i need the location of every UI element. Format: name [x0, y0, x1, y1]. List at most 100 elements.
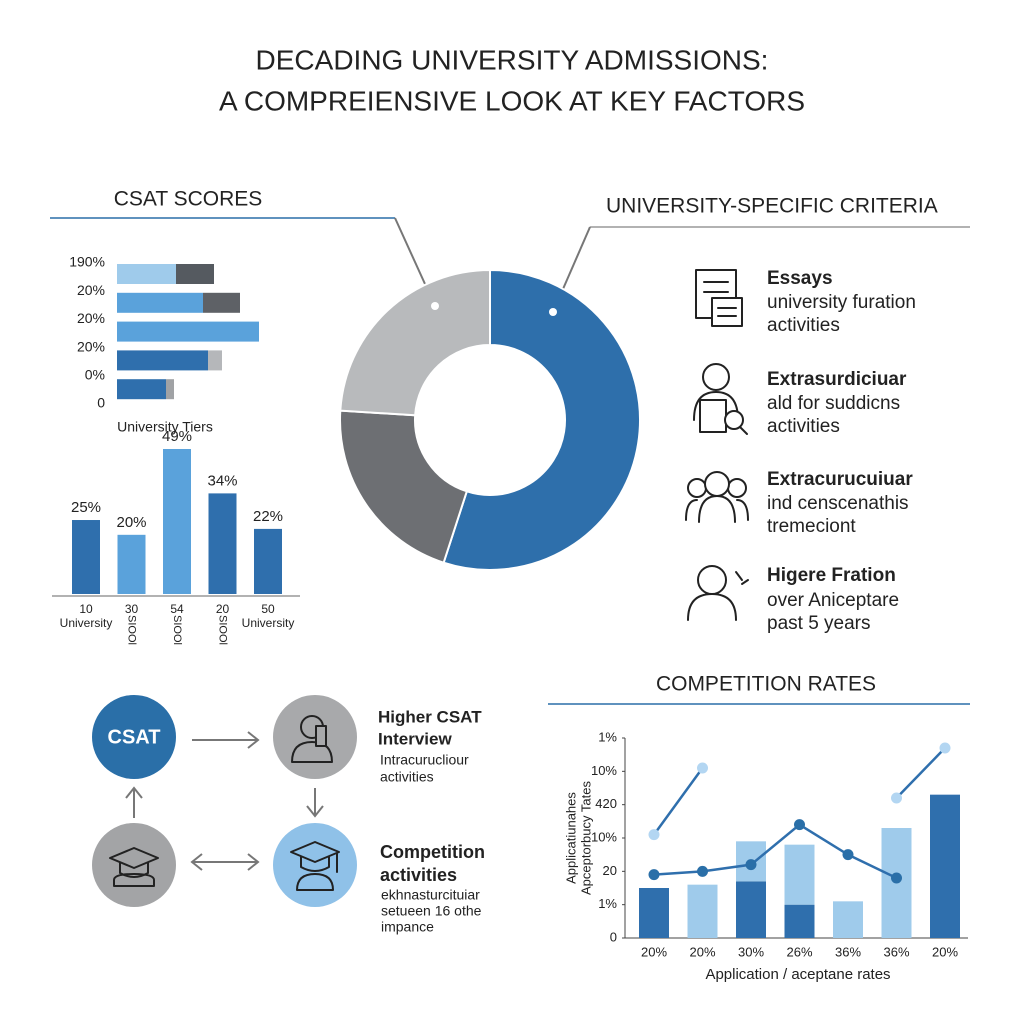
x-tick-sublabel: University — [242, 616, 295, 630]
x-tick-label: 20% — [689, 944, 715, 959]
arrow — [125, 786, 143, 818]
x-tick-label: 54 — [170, 602, 184, 616]
item-text: over Aniceptare — [767, 590, 899, 611]
bar-segment — [176, 264, 214, 284]
y-tick-label: 0% — [85, 367, 105, 383]
title: DECADING UNIVERSITY ADMISSIONS: — [256, 44, 769, 75]
bar-segment — [117, 379, 166, 400]
note-heading: Higher CSAT — [378, 707, 482, 726]
note-heading: Interview — [378, 729, 452, 748]
bar — [208, 493, 237, 594]
x-tick-sublabel: SIOOl — [217, 615, 229, 645]
x-tick-label: 36% — [883, 944, 909, 959]
marker — [648, 869, 660, 881]
icon — [291, 715, 333, 763]
title: A COMPREIENSIVE LOOK AT KEY FACTORS — [219, 85, 805, 116]
bar-segment — [117, 264, 176, 284]
bar-segment — [117, 350, 208, 371]
x-tick-label: 10 — [79, 602, 93, 616]
marker — [939, 742, 951, 754]
dot — [549, 308, 557, 316]
x-axis-label: Application / aceptane rates — [705, 966, 890, 983]
x-tick-label: 36% — [835, 944, 861, 959]
bar — [117, 534, 146, 594]
x-tick-sublabel: SIOOl — [126, 615, 138, 645]
note-text: setueen 16 othe — [381, 903, 482, 919]
chart-title: CSAT SCORES — [114, 188, 263, 211]
bar-segment — [166, 379, 174, 400]
flow-diagram: CSAT Higher CSAT Interview Intracuruclio… — [92, 695, 485, 935]
item-title: Higere Fration — [767, 565, 896, 586]
y-tick-label: 20% — [77, 338, 105, 354]
y-axis-label: Apceptorbucy Tates — [578, 781, 593, 895]
marker — [842, 849, 854, 861]
marker — [697, 762, 708, 774]
y-axis-label: Applicatiunahes — [563, 792, 578, 884]
item-title: Extracurucuiuar — [767, 469, 913, 490]
dot — [431, 302, 439, 310]
item-text: ald for suddicns — [767, 393, 900, 414]
marker — [697, 865, 708, 877]
x-tick-label: 30% — [738, 944, 764, 959]
note-heading: Competition — [380, 842, 485, 862]
item-text: activities — [767, 315, 840, 336]
bar-segment — [117, 321, 259, 342]
item-text: ind censcenathis — [767, 493, 909, 514]
donut-slice — [339, 409, 469, 564]
marker — [891, 792, 902, 804]
y-tick-label: 10% — [591, 829, 617, 844]
icon — [685, 471, 749, 523]
y-tick-label: 420 — [595, 796, 617, 811]
note-heading: activities — [380, 865, 457, 885]
arrow — [192, 731, 260, 749]
bar — [833, 901, 863, 938]
item-title: Essays — [767, 268, 833, 289]
note-text: impance — [381, 919, 434, 935]
icon — [109, 847, 159, 887]
y-tick-label: 1% — [598, 729, 617, 744]
node — [273, 823, 357, 907]
donut-slice — [442, 268, 641, 571]
marker — [648, 829, 660, 841]
note-text: ekhnasturcituiar — [381, 887, 480, 903]
marker — [745, 859, 757, 871]
y-tick-label: 0 — [610, 929, 617, 944]
data-label: 20% — [116, 514, 146, 531]
icon — [290, 841, 340, 891]
item-text: university furation — [767, 292, 916, 313]
item-text: past 5 years — [767, 613, 871, 634]
bar-segment — [117, 292, 203, 313]
x-tick-sublabel: University — [60, 616, 113, 630]
bar-segment — [203, 292, 240, 313]
bar — [784, 904, 815, 938]
data-label: 22% — [253, 508, 283, 525]
item-title: Extrasurdiciuar — [767, 369, 907, 390]
item-text: tremeciont — [767, 516, 856, 537]
x-axis-label: University Tiers — [117, 419, 213, 435]
marker — [794, 819, 805, 831]
y-tick-label: 20% — [77, 282, 105, 298]
y-tick-label: 20% — [77, 310, 105, 326]
arrow — [190, 853, 260, 871]
donut-slice — [339, 268, 491, 417]
item-text: activities — [767, 416, 840, 437]
bar — [736, 881, 766, 938]
section-title: UNIVERSITY-SPECIFIC CRITERIA — [606, 195, 938, 218]
node — [92, 695, 176, 779]
icon — [693, 363, 748, 435]
icon — [687, 565, 749, 621]
bar — [163, 449, 191, 594]
note-text: activities — [380, 769, 434, 785]
data-label: 25% — [71, 499, 101, 516]
y-tick-label: 0 — [97, 395, 105, 411]
line — [652, 747, 946, 836]
data-label: 49% — [162, 428, 192, 445]
node-label: CSAT — [108, 726, 161, 748]
y-tick-label: 1% — [598, 896, 617, 911]
x-tick-label: 20 — [216, 602, 230, 616]
icon — [695, 269, 743, 327]
x-tick-label: 30 — [125, 602, 139, 616]
y-tick-label: 10% — [591, 763, 617, 778]
bar — [784, 844, 815, 905]
